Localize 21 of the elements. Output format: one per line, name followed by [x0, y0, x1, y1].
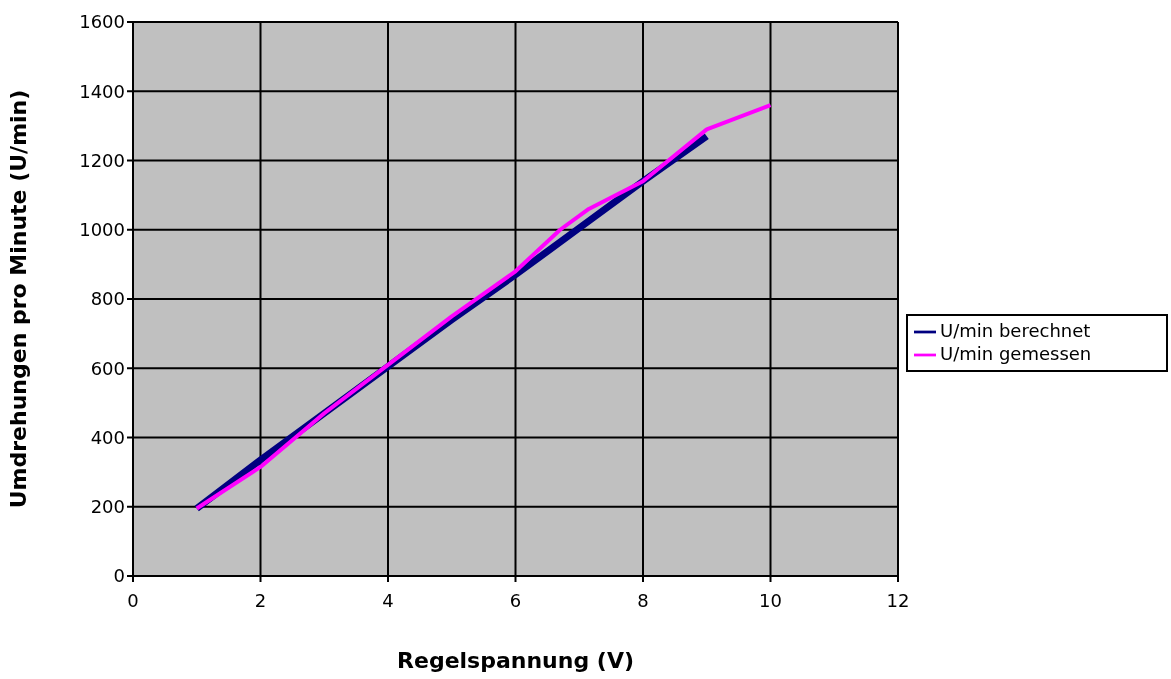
y-tick-label: 1600 — [79, 11, 125, 33]
y-tick-label: 1200 — [79, 149, 125, 171]
line-series — [194, 103, 773, 511]
y-tick-label: 0 — [113, 565, 125, 587]
y-tick-label: 400 — [90, 426, 125, 448]
y-tick-label: 600 — [90, 357, 125, 379]
x-tick-label: 12 — [886, 589, 910, 611]
x-axis-title: Regelspannung (V) — [397, 648, 634, 673]
x-tick-label: 0 — [127, 589, 139, 611]
y-tick-label: 1000 — [79, 219, 125, 241]
y-tick-label: 800 — [90, 288, 125, 310]
x-tick-label: 2 — [254, 589, 267, 611]
x-tick-label: 4 — [382, 589, 394, 611]
y-axis-title: Umdrehungen pro Minute (U/min) — [5, 89, 31, 509]
y-tick-label: 200 — [90, 496, 125, 518]
legend-label: U/min berechnet — [940, 320, 1091, 341]
x-tick-label: 10 — [759, 589, 782, 611]
x-tick-label: 8 — [637, 589, 649, 611]
legend-label: U/min gemessen — [940, 343, 1092, 364]
x-tick-label: 6 — [509, 589, 522, 611]
y-tick-label: 1400 — [79, 80, 125, 102]
